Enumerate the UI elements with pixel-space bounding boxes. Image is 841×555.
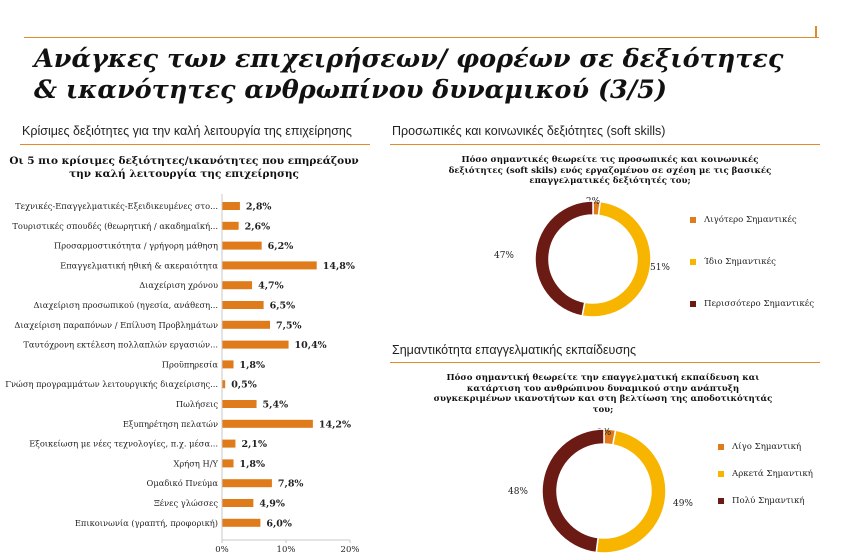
bar-category-label: Προϋπηρεσία [162,359,219,369]
legend-label: Λιγότερο Σημαντικές [704,215,797,225]
bar-category-label: Γνώση προγραμμάτων λειτουργικής διαχείρι… [5,379,218,389]
bar-category-label: Διαχείριση χρόνου [139,280,218,290]
left-section-subtitle: Οι 5 πιο κρίσιμες δεξιότητες/ικανότητες … [9,155,359,180]
bar-value-label: 1,8% [240,459,266,470]
bar-value-label: 5,4% [263,400,289,411]
page-title: Ανάγκες των επιχειρήσεων/ φορέων σε δεξι… [34,44,784,105]
legend-item: Πολύ Σημαντική [718,494,813,508]
bar [222,340,289,349]
legend-label: Αρκετά Σημαντική [732,469,813,479]
legend-label: Περισσότερο Σημαντικές [704,299,815,309]
legend-swatch [690,217,696,223]
soft-skills-legend: Λιγότερο Σημαντικές Ίδιο Σημαντικές Περισσ… [690,213,814,311]
bar [222,479,272,488]
right-bottom-heading: Σημαντικότητα επαγγελματικής εκπαίδευσης [392,343,637,357]
donut-value-label: 51% [650,263,670,273]
bar [222,499,254,507]
donut-slice [595,429,667,554]
donut-slice [534,200,594,317]
legend-item: Λιγότερο Σημαντικές [690,213,814,227]
bar-category-label: Ομαδικό Πνεύμα [147,478,219,488]
bar-category-label: Επικοινωνία (γραπτή, προφορική) [75,518,218,528]
legend-swatch [690,259,696,265]
bar [222,320,270,329]
right-top-question: Πόσο σημαντικές θεωρείτε τις προσωπικές … [448,155,772,186]
bar [222,301,264,309]
legend-item: Ίδιο Σημαντικές [690,255,814,269]
bar [222,221,239,230]
legend-label: Λίγο Σημαντική [732,442,802,452]
bar-value-label: 10,4% [295,340,327,351]
bar-category-label: Διαχείριση παραπόνων / Επίλυση Προβλημάτ… [14,320,218,330]
donut-slice [541,428,605,554]
bar-value-label: 0,5% [231,380,257,391]
legend-item: Λίγο Σημαντική [718,440,813,454]
bar-category-label: Τεχνικές-Επαγγελματικές-Εξειδικευμένες σ… [15,201,218,211]
bar-category-label: Διαχείριση προσωπικού (ηγεσία, ανάθεση..… [33,300,218,310]
donut-value-label: 47% [494,251,514,261]
bar-value-label: 2,1% [241,439,267,450]
x-tick-label: 0% [215,545,229,555]
x-tick-label: 20% [341,545,360,555]
bar-value-label: 2,8% [246,202,272,213]
vocational-training-legend: Λίγο Σημαντική Αρκετά Σημαντική Πολύ Σημαν… [718,440,813,508]
bar [222,518,261,527]
bar-value-label: 1,8% [240,360,266,371]
bar-category-label: Χρήση Η/Υ [173,458,218,468]
top-accent-line [24,37,819,38]
bar-value-label: 4,9% [259,499,285,510]
legend-swatch [718,498,724,504]
bar [222,400,257,408]
bar [222,261,317,270]
bar-category-label: Ταυτόχρονη εκτέλεση πολλαπλών εργασιών..… [23,340,218,350]
bar [222,202,240,210]
bar [222,281,253,290]
donut-value-label: 48% [508,487,528,497]
bar [222,241,262,250]
bar-value-label: 14,2% [319,419,351,430]
bar-value-label: 7,8% [278,479,304,490]
bar-category-label: Εξοικείωση με νέες τεχνολογίες, π.χ. μέσ… [29,439,218,449]
bar-value-label: 7,5% [276,320,302,331]
bar-value-label: 14,8% [323,261,355,272]
bar-value-label: 4,7% [258,281,284,292]
bar-category-label: Εξυπηρέτηση πελατών [123,419,218,429]
bar-category-label: Ξένες γλώσσες [154,498,218,508]
left-section-line [20,144,370,145]
legend-label: Ίδιο Σημαντικές [704,257,776,267]
bar-value-label: 6,2% [268,241,294,252]
legend-swatch [718,471,724,477]
bar-category-label: Πωλήσεις [176,399,218,409]
right-top-heading: Προσωπικές και κοινωνικές δεξιότητες (so… [392,124,666,138]
bar [222,380,226,389]
bar-value-label: 2,6% [245,221,271,232]
bar [222,439,236,448]
left-section-heading: Κρίσιμες δεξιότητες για την καλή λειτουρ… [22,124,352,138]
bar [222,419,313,428]
donut-value-label: 49% [673,499,693,509]
legend-item: Αρκετά Σημαντική [718,467,813,481]
x-tick-label: 10% [277,545,296,555]
right-top-line [390,144,820,145]
top-accent-tick [815,26,817,38]
bar [222,360,234,369]
right-bottom-question: Πόσο σημαντική θεωρείτε την επαγγελματικ… [433,373,773,415]
legend-item: Περισσότερο Σημαντικές [690,297,814,311]
bar-category-label: Τουριστικές σπουδές (θεωρητική / ακαδημα… [12,221,218,231]
bar-category-label: Επαγγελματική ηθική & ακεραιότητα [60,260,218,270]
legend-label: Πολύ Σημαντική [732,496,805,506]
bar [222,459,234,468]
bar-value-label: 6,5% [270,301,296,312]
legend-swatch [690,301,696,307]
right-bottom-line [390,362,820,363]
bar-value-label: 6,0% [266,518,292,529]
legend-swatch [718,444,724,450]
bar-category-label: Προσαρμοστικότητα / γρήγορη μάθηση [54,241,218,251]
